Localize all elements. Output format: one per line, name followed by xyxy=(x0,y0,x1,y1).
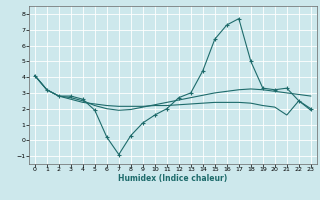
X-axis label: Humidex (Indice chaleur): Humidex (Indice chaleur) xyxy=(118,174,228,183)
